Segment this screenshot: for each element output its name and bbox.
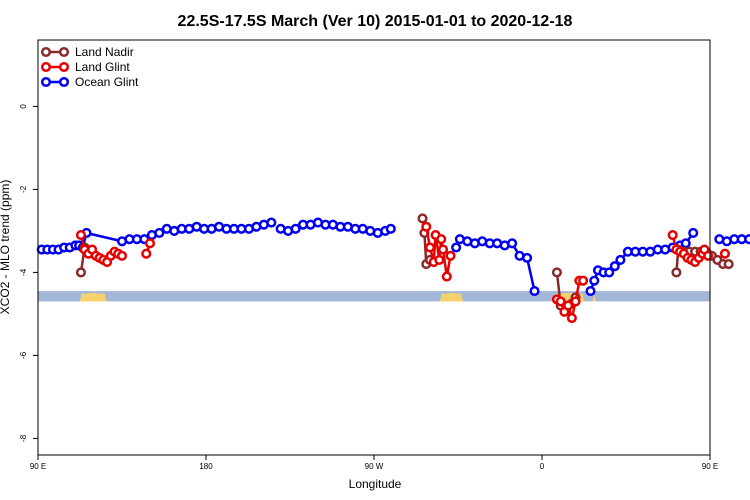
y-tick-label-1: -2 [19,185,28,193]
axes: 90 E 180 90 W 0 90 E 0 -2 -4 -6 -8 [19,39,718,471]
legend-marker [40,76,52,88]
data-point [75,267,86,278]
data-point [445,250,456,261]
legend-marker [58,46,70,58]
x-tick-label-0: 90 E [30,462,46,471]
data-point [75,230,86,241]
data-point [451,242,462,253]
data-point [680,238,691,249]
data-point [589,275,600,286]
data-point [266,217,277,228]
plot-frame [37,39,711,456]
data-point [424,242,436,253]
data-point [441,271,452,282]
legend-label: Land Glint [75,60,130,74]
data-point [570,296,581,307]
data-point [421,221,432,232]
data-point [744,234,750,245]
land-ocean-band [38,291,710,302]
data-point [566,313,577,324]
data-point [578,275,589,286]
series-land-glint [75,221,730,324]
data-point [671,267,682,278]
land-patch-3 [592,292,597,302]
data-point [703,250,714,261]
data-point [290,223,301,234]
data-point [615,254,626,266]
data-point [154,227,165,239]
y-tick-label-2: -4 [19,268,28,276]
y-tick-label-3: -6 [19,351,28,359]
legend-marker [40,61,52,73]
legend-marker [40,46,52,58]
data-point [555,296,566,307]
x-axis-label: Longitude [349,477,402,491]
data-point [585,286,596,297]
data-point [438,244,449,255]
series-layer [36,213,750,324]
data-point [436,234,447,245]
data-point [417,213,428,224]
legend-item-ocean-glint: Ocean Glint [40,75,139,89]
data-point [529,286,540,297]
data-point [609,261,620,272]
legend-marker [58,76,70,88]
series-ocean-glint [36,217,750,297]
data-point [604,267,615,278]
data-point [723,259,734,270]
x-tick-label-4: 90 E [702,462,718,471]
x-tick-label-3: 0 [540,462,545,471]
data-point [434,254,445,266]
data-point [385,223,396,234]
data-point [144,238,156,249]
y-tick-label-4: -8 [19,434,28,442]
legend-marker [58,61,70,73]
land-patch-fill-1 [441,293,462,302]
x-tick-label-2: 90 W [365,462,384,471]
land-patch-fill-2 [555,293,583,302]
data-point [563,300,574,311]
data-point [688,227,699,239]
ocean-band [38,291,710,302]
land-patch-fill-0 [81,293,106,302]
legend-label: Land Nadir [75,45,134,59]
data-point [116,250,128,261]
legend-label: Ocean Glint [75,75,139,89]
data-point [141,248,152,259]
legend-item-land-glint: Land Glint [40,60,130,74]
data-point [719,248,730,259]
data-point [667,230,678,241]
y-tick-label-0: 0 [19,104,28,109]
data-point [551,267,562,278]
legend-item-land-nadir: Land Nadir [40,45,134,59]
y-axis-label: XCO2 - MLO trend (ppm) [0,180,12,315]
data-point [507,238,518,249]
data-point [522,252,533,263]
chart-title: 22.5S-17.5S March (Ver 10) 2015-01-01 to… [178,13,573,30]
x-tick-label-1: 180 [199,462,213,471]
